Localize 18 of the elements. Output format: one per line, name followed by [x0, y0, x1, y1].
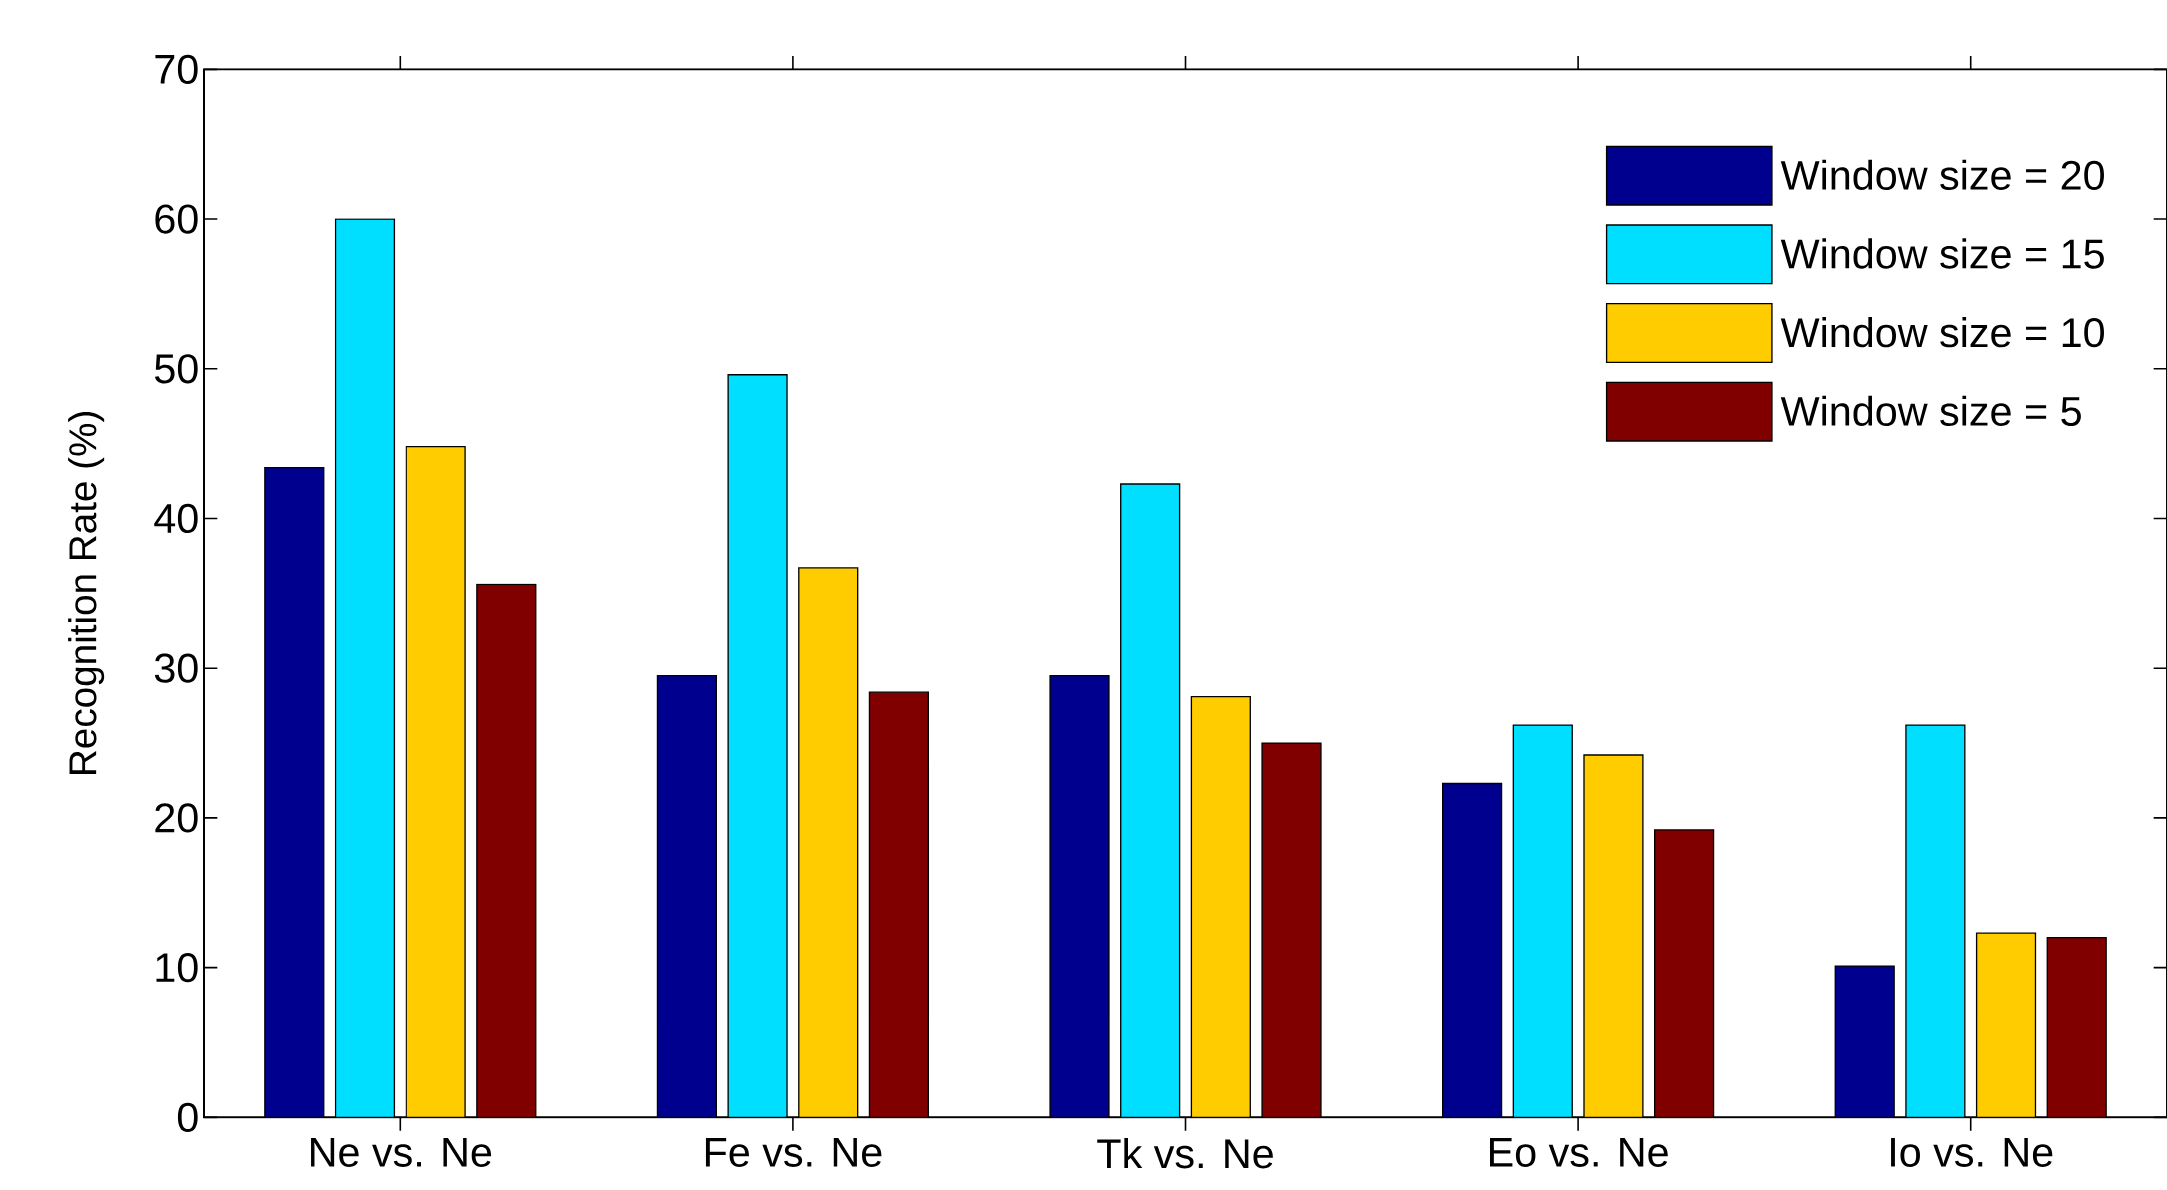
- x-tick-label: Ne vs. Ne: [311, 1138, 492, 1167]
- y-tick-label: 70: [155, 54, 198, 84]
- x-tick-label: Fe vs. Ne: [705, 1138, 882, 1167]
- y-tick-label: 60: [155, 204, 198, 234]
- y-axis-title: Recognition Rate (%): [68, 412, 105, 774]
- y-tick-label: 50: [154, 354, 198, 384]
- x-tick-label: Io vs. Ne: [1891, 1138, 2053, 1167]
- y-tick-label: 10: [156, 952, 198, 983]
- legend-label: Window size = 15: [1780, 238, 2104, 269]
- y-tick-label: 20: [155, 803, 198, 833]
- x-tick-label: Tk vs. Ne: [1097, 1138, 1273, 1169]
- y-tick-label: 0: [177, 1102, 198, 1132]
- y-tick-label: 40: [154, 503, 198, 534]
- y-tick-label: 30: [154, 653, 198, 683]
- legend-label: Window size = 5: [1780, 395, 2081, 427]
- legend-label: Window size = 10: [1780, 316, 2104, 348]
- legend-label: Window size = 20: [1780, 159, 2104, 191]
- x-tick-label: Eo vs. Ne: [1489, 1138, 1668, 1167]
